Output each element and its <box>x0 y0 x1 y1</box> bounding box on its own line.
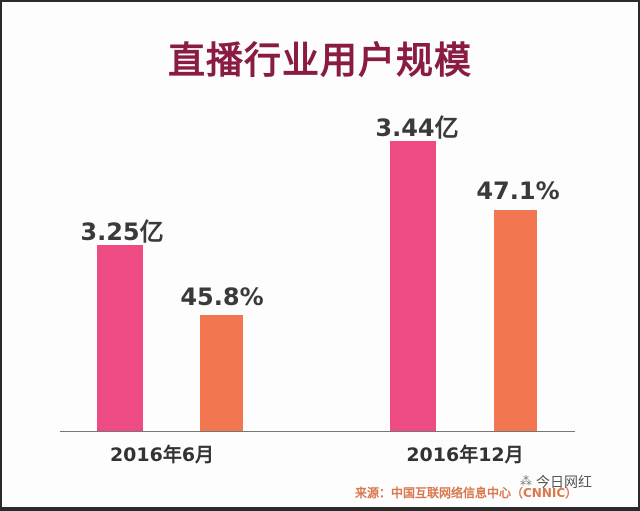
category-label-2016-06: 2016年6月 <box>109 444 215 466</box>
bar-users-2016-06 <box>97 245 143 431</box>
bar-rate-2016-06 <box>200 315 243 431</box>
bar-rate-2016-12 <box>494 210 537 431</box>
wechat-icon: ⁂ <box>520 474 532 488</box>
bar-label-rate-2016-06: 45.8% <box>180 283 264 311</box>
category-label-2016-12: 2016年12月 <box>406 444 524 466</box>
bar-label-rate-2016-12: 47.1% <box>476 177 560 205</box>
watermark: 今日网红 <box>536 475 592 491</box>
bar-label-users-2016-06: 3.25亿 <box>80 218 164 246</box>
chart-title: 直播行业用户规模 <box>168 39 472 82</box>
bar-label-users-2016-12: 3.44亿 <box>375 114 459 142</box>
source-note: 来源：中国互联网络信息中心（CNNIC） <box>355 486 578 500</box>
bar-users-2016-12 <box>390 141 436 431</box>
x-axis-line <box>60 431 575 432</box>
